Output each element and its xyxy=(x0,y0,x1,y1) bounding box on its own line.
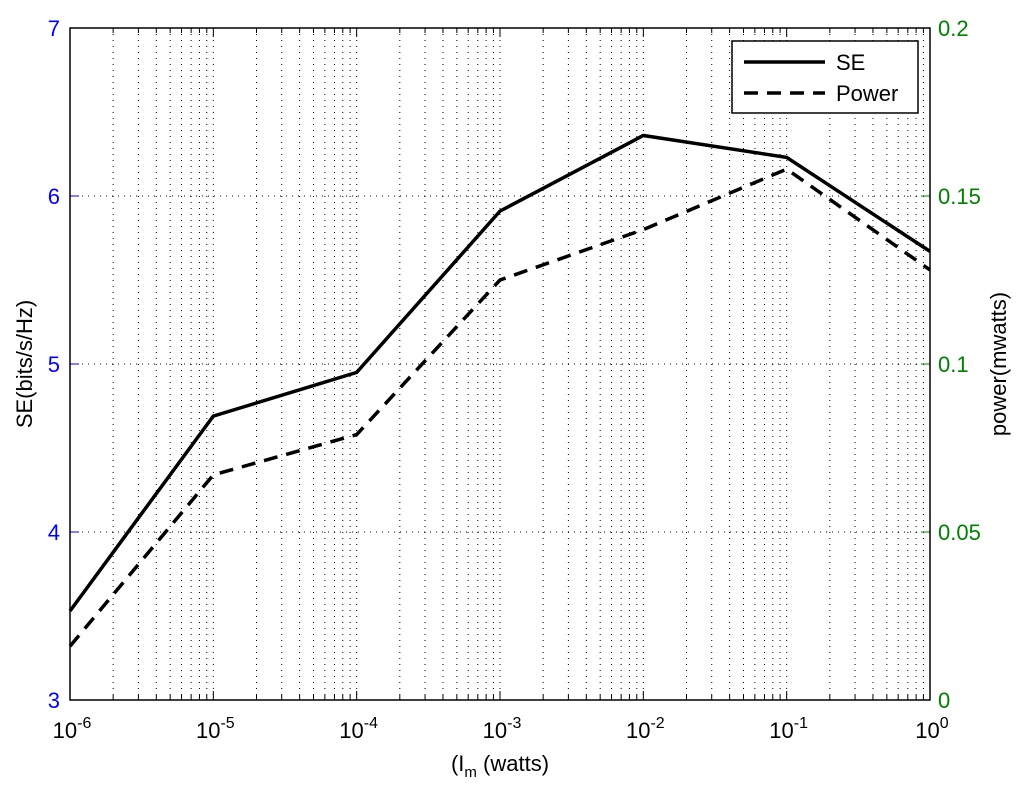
axis-ticks xyxy=(69,27,931,701)
series-line-se xyxy=(68,133,931,613)
y-right-tick-label: 0.15 xyxy=(938,184,981,209)
x-tick-label-exponent: -4 xyxy=(364,715,378,732)
x-tick-label-base: 10 xyxy=(53,718,77,743)
x-tick-label-exponent: -6 xyxy=(77,715,91,732)
x-tick-label: 10-2 xyxy=(626,715,665,743)
x-tick-label-base: 10 xyxy=(626,718,650,743)
series-line-power xyxy=(68,167,932,648)
x-axis-title-suffix: (watts) xyxy=(477,751,549,776)
y-left-tick-label: 5 xyxy=(48,352,60,377)
x-tick-label-exponent: 0 xyxy=(940,715,949,732)
x-tick-label: 10-5 xyxy=(196,715,235,743)
x-tick-label-exponent: -2 xyxy=(650,715,664,732)
y-left-tick-label: 4 xyxy=(48,520,60,545)
y-left-tick-label: 3 xyxy=(48,688,60,713)
y-right-tick-label: 0 xyxy=(938,688,950,713)
x-tick-label-base: 10 xyxy=(339,718,363,743)
x-tick-label-exponent: -1 xyxy=(794,715,808,732)
legend: SE Power xyxy=(731,40,919,114)
axis-labels: 10-6 10-5 10-4 10-3 10-2 10-1 1003456700.050.1… xyxy=(48,16,981,743)
y-axis-right-title: power(mwatts) xyxy=(986,292,1011,436)
x-tick-label: 10-3 xyxy=(483,715,522,743)
x-tick-label-base: 10 xyxy=(915,718,939,743)
x-tick-label: 100 xyxy=(915,715,948,743)
x-tick-label-base: 10 xyxy=(196,718,220,743)
x-tick-label: 10-1 xyxy=(769,715,808,743)
x-tick-label-exponent: -3 xyxy=(507,715,521,732)
x-tick-label-base: 10 xyxy=(483,718,507,743)
legend-label-power: Power xyxy=(836,81,898,106)
x-tick-label: 10-6 xyxy=(53,715,92,743)
grid-lines xyxy=(70,28,930,700)
x-axis-title-main: (I xyxy=(451,751,464,776)
x-tick-label: 10-4 xyxy=(339,715,378,743)
y-right-tick-label: 0.1 xyxy=(938,352,969,377)
x-tick-label-base: 10 xyxy=(769,718,793,743)
data-series xyxy=(68,133,932,648)
y-right-tick-label: 0.05 xyxy=(938,520,981,545)
plot-frame xyxy=(69,27,931,701)
legend-box xyxy=(731,40,919,114)
y-left-tick-label: 6 xyxy=(48,184,60,209)
y-left-tick-label: 7 xyxy=(48,16,60,41)
x-tick-label-exponent: -5 xyxy=(220,715,234,732)
x-axis-title-subscript: m xyxy=(464,764,477,781)
x-axis-title: (Im (watts) xyxy=(451,751,549,781)
y-right-tick-label: 0.2 xyxy=(938,16,969,41)
legend-label-se: SE xyxy=(836,50,865,75)
y-axis-left-title: SE(bits/s/Hz) xyxy=(12,300,37,428)
